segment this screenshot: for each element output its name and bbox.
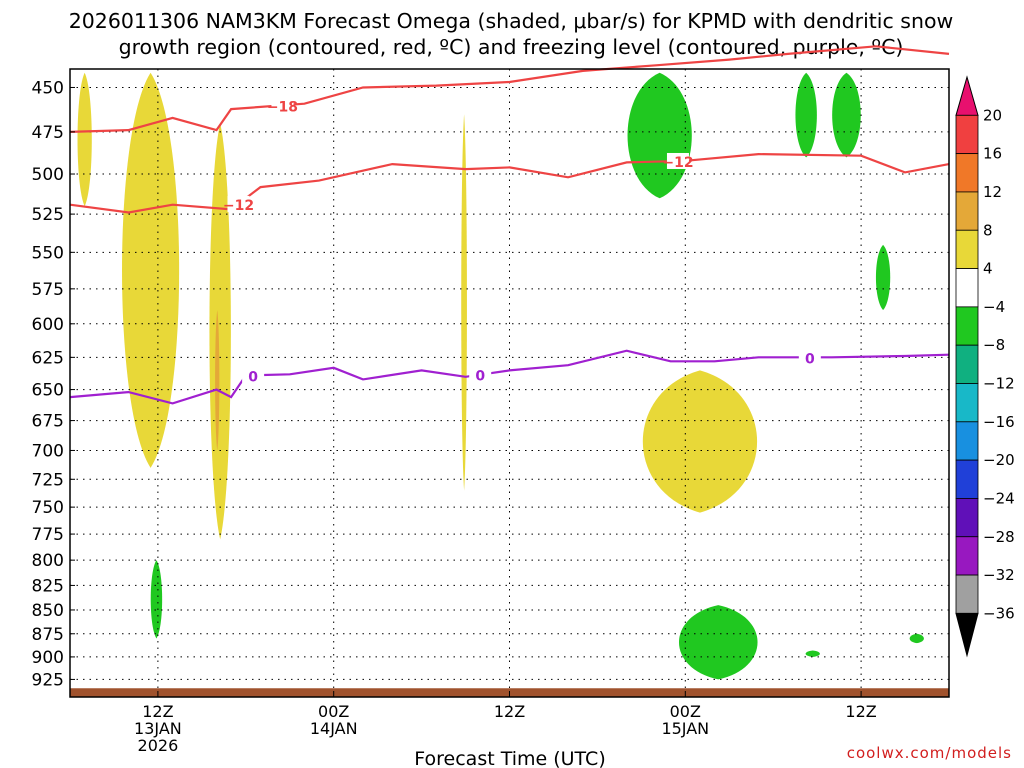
omega-region-5 xyxy=(642,370,758,513)
chart-title-line1: 2026011306 NAM3KM Forecast Omega (shaded… xyxy=(69,9,954,33)
x-tick-label: 00Z xyxy=(318,702,349,721)
colorbar-label: 8 xyxy=(983,221,993,239)
credit-text: coolwx.com/models xyxy=(847,744,1012,762)
y-tick-label: 600 xyxy=(32,315,64,335)
omega-region-8 xyxy=(832,72,861,158)
contour-line-1 xyxy=(69,152,950,214)
y-tick-label: 700 xyxy=(32,441,64,461)
contour-label: −12 xyxy=(223,198,254,214)
omega-region-0 xyxy=(77,72,92,207)
colorbar-segment xyxy=(955,383,979,423)
omega-region-13 xyxy=(909,633,924,644)
x-tick-label: 13JAN xyxy=(134,719,182,738)
colorbar-segment xyxy=(955,459,979,499)
omega-region-2 xyxy=(209,123,231,540)
omega-region-1 xyxy=(122,72,180,468)
contour-label: 0 xyxy=(475,369,485,385)
y-tick-label: 575 xyxy=(32,280,64,300)
x-tick-label: 00Z xyxy=(670,702,701,721)
y-tick-label: 925 xyxy=(32,670,64,690)
y-tick-label: 875 xyxy=(32,625,64,645)
colorbar-label: −28 xyxy=(983,528,1015,546)
y-tick-label: 500 xyxy=(32,165,64,185)
colorbar-label: −36 xyxy=(983,604,1015,622)
contour-label: −18 xyxy=(267,99,298,115)
chart-title-line2: growth region (contoured, red, ºC) and f… xyxy=(119,35,904,59)
colorbar-label: 4 xyxy=(983,260,993,278)
temperature-contours: −18 −12 −12 0 0 0 xyxy=(69,45,950,405)
y-tick-label: 625 xyxy=(32,348,64,368)
contour-label-bg xyxy=(798,349,821,366)
contour-label: −12 xyxy=(662,155,693,171)
colorbar-label: 20 xyxy=(983,106,1002,124)
colorbar-label: −4 xyxy=(983,298,1005,316)
colorbar-segment xyxy=(955,421,979,461)
omega-region-10 xyxy=(678,605,758,680)
y-tick-label: 450 xyxy=(32,78,64,98)
colorbar-label: −32 xyxy=(983,566,1015,584)
y-tick-label: 750 xyxy=(32,498,64,518)
y-tick-label: 775 xyxy=(32,525,64,545)
omega-region-7 xyxy=(795,72,817,158)
colorbar-segment xyxy=(955,536,979,576)
colorbar-label: −12 xyxy=(983,375,1015,393)
grid-lines xyxy=(70,69,949,697)
y-tick-label: 825 xyxy=(32,576,64,596)
colorbar-label: −16 xyxy=(983,413,1015,431)
x-tick-label: 12Z xyxy=(845,702,876,721)
colorbar-segment xyxy=(955,574,979,614)
y-tick-label: 900 xyxy=(32,648,64,668)
y-tick-label: 550 xyxy=(32,243,64,263)
x-axis-label: Forecast Time (UTC) xyxy=(414,748,605,768)
colorbar-label: −24 xyxy=(983,489,1015,507)
omega-shading xyxy=(77,72,924,680)
y-tick-label: 525 xyxy=(32,205,64,225)
omega-region-12 xyxy=(805,650,820,657)
y-tick-label: 725 xyxy=(32,470,64,490)
colorbar-segment xyxy=(955,268,979,308)
colorbar-segment xyxy=(955,344,979,384)
colorbar-top-triangle xyxy=(955,75,979,116)
contour-line-0 xyxy=(69,45,950,133)
colorbar-label: 12 xyxy=(983,183,1002,201)
y-tick-label: 850 xyxy=(32,601,64,621)
colorbar-label: 16 xyxy=(983,145,1002,163)
colorbar: 20 16 12 8 4 −4 −8 −12 −16 −20 −24 −28 −32 −36 xyxy=(955,75,1015,658)
y-tick-label: 675 xyxy=(32,412,64,432)
contour-line-2 xyxy=(69,349,950,405)
contour-label-bg xyxy=(242,367,265,384)
x-tick-label: 14JAN xyxy=(310,719,358,738)
contour-label: 0 xyxy=(248,369,258,385)
colorbar-segment xyxy=(955,306,979,346)
y-tick-label: 475 xyxy=(32,123,64,143)
x-tick-label: 12Z xyxy=(494,702,525,721)
omega-region-9 xyxy=(875,244,891,310)
omega-region-6 xyxy=(627,72,692,199)
colorbar-segment xyxy=(955,153,979,193)
colorbar-segment xyxy=(955,498,979,538)
contour-label-bg xyxy=(666,152,689,169)
y-tick-label: 650 xyxy=(32,381,64,401)
colorbar-bottom-triangle xyxy=(955,612,979,658)
colorbar-segment xyxy=(955,229,979,269)
contour-label-bg xyxy=(271,97,294,114)
contour-label-bg xyxy=(227,195,250,212)
x-tick-label: 12Z xyxy=(142,702,173,721)
omega-region-3 xyxy=(215,309,220,451)
x-tick-label: 15JAN xyxy=(661,719,709,738)
omega-region-11 xyxy=(150,560,163,639)
y-axis-ticks: 450 475 500 525 550 575 600 625 650 675 700 725 750 7… xyxy=(32,78,75,690)
y-tick-label: 800 xyxy=(32,551,64,571)
x-tick-label: 2026 xyxy=(138,736,179,755)
contour-label-bg xyxy=(469,366,492,383)
colorbar-label: −20 xyxy=(983,451,1015,469)
omega-region-4 xyxy=(461,114,467,491)
colorbar-segment xyxy=(955,114,979,155)
colorbar-label: −8 xyxy=(983,336,1005,354)
contour-label: 0 xyxy=(805,351,815,367)
colorbar-segment xyxy=(955,191,979,231)
